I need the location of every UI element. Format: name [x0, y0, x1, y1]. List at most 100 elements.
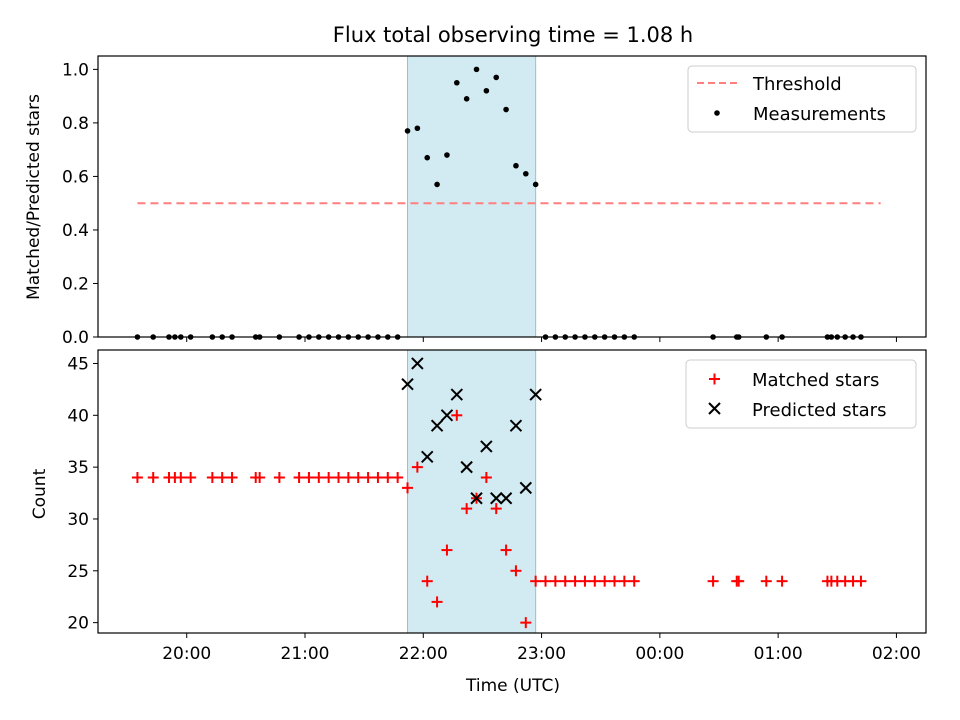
matched-point: [293, 472, 305, 484]
x-tick-label: 20:00: [162, 644, 211, 664]
measurement-point: [424, 154, 431, 161]
bottom-legend: Matched stars Predicted stars: [685, 359, 917, 429]
top-y-axis-label: Matched/Predicted stars: [24, 94, 44, 300]
matched-point: [451, 409, 463, 421]
matched-point: [131, 472, 143, 484]
y-tick-label: 0.4: [62, 221, 89, 241]
chart-title: Flux total observing time = 1.08 h: [333, 23, 693, 47]
matched-point: [559, 575, 571, 587]
matched-point: [421, 575, 433, 587]
matched-point: [372, 472, 384, 484]
measurement-point: [503, 106, 509, 113]
matched-point: [206, 472, 218, 484]
legend-matched-swatch: [709, 373, 720, 385]
matched-point: [480, 472, 492, 484]
legend-measurements-swatch: [714, 110, 720, 116]
measurement-point: [414, 125, 421, 132]
matched-point: [569, 575, 581, 587]
y-tick-label: 0.0: [62, 328, 89, 348]
predicted-point: [480, 440, 493, 453]
measurement-point: [473, 66, 480, 73]
predicted-point: [509, 419, 523, 432]
legend-threshold-label: Threshold: [752, 74, 842, 95]
matched-point: [589, 575, 601, 587]
measurement-point: [493, 74, 500, 81]
top-legend: Threshold Measurements: [687, 65, 917, 133]
ratio-panel: Flux total observing time = 1.08 h Match…: [24, 23, 927, 348]
predicted-point-b: [499, 492, 513, 505]
top-legend-box: [687, 65, 917, 133]
measurement-point: [444, 152, 450, 158]
matched-point: [549, 575, 561, 587]
y-tick-label: 45: [67, 354, 89, 374]
matched-point: [599, 575, 611, 587]
predicted-point: [519, 481, 533, 495]
predicted-point-b: [460, 460, 473, 474]
matched-point: [392, 472, 404, 484]
x-tick-label: 21:00: [281, 644, 330, 664]
predicted-point-b: [480, 440, 493, 453]
bottom-y-axis-label: Count: [30, 468, 50, 519]
legend-predicted-swatch: [708, 402, 721, 415]
legend-matched-label: Matched stars: [752, 370, 879, 391]
matched-point: [147, 472, 159, 484]
matched-point: [618, 575, 630, 587]
predicted-point: [411, 357, 424, 370]
y-tick-label: 1.0: [62, 60, 89, 80]
matched-point: [776, 575, 788, 587]
measurement-point: [532, 181, 539, 188]
predicted-point-b: [529, 388, 542, 401]
y-tick-label: 20: [67, 614, 89, 634]
matched-point: [352, 472, 364, 484]
matched-point: [760, 575, 772, 587]
matched-point: [333, 472, 345, 484]
predicted-point-b: [470, 492, 483, 505]
predicted-point-b: [411, 357, 424, 370]
measurement-point: [483, 87, 490, 94]
predicted-point-b: [509, 419, 523, 432]
matched-point: [707, 575, 719, 587]
predicted-point-b: [490, 492, 503, 505]
x-tick-label: 02:00: [872, 644, 921, 664]
y-tick-label: 0.8: [62, 114, 89, 134]
matched-point: [313, 472, 325, 484]
matched-point: [254, 472, 266, 484]
matched-point: [461, 503, 473, 515]
y-tick-label: 25: [67, 562, 89, 582]
x-tick-label: 00:00: [635, 644, 684, 664]
x-tick-label: 23:00: [517, 644, 566, 664]
matched-point: [342, 472, 354, 484]
matched-point: [216, 472, 228, 484]
matched-point: [303, 472, 315, 484]
top-plot-area: 0.0 0.2 0.4 0.6 0.8 1.0: [62, 55, 927, 348]
y-tick-label: 35: [67, 458, 89, 478]
matched-point: [175, 472, 187, 484]
measurement-point: [434, 181, 440, 188]
highlight-span: [407, 349, 537, 634]
matched-point: [628, 575, 640, 587]
matched-point: [530, 575, 542, 587]
predicted-point-b: [450, 388, 464, 401]
matched-point: [490, 503, 502, 515]
predicted-point: [470, 492, 483, 505]
matched-point: [733, 575, 745, 587]
matched-point: [500, 544, 512, 556]
matched-point: [362, 472, 374, 484]
bottom-plot-area: 20 25 30 35 40 45 20:00 21:00 22:00 23:00 00:00 01:…: [67, 349, 927, 664]
y-tick-label: 40: [67, 406, 89, 426]
matched-point: [540, 575, 552, 587]
axes-frame: [97, 55, 927, 338]
matched-point: [855, 575, 867, 587]
matched-point: [273, 472, 285, 484]
legend-predicted-label: Predicted stars: [752, 400, 886, 421]
y-tick-label: 0.6: [62, 167, 89, 187]
measurement-point: [523, 170, 529, 177]
predicted-point: [430, 419, 444, 432]
predicted-point-b: [519, 481, 533, 495]
matched-point: [510, 565, 522, 577]
predicted-point: [490, 492, 503, 505]
predicted-point: [460, 460, 473, 474]
x-tick-label: 01:00: [754, 644, 803, 664]
axes-frame: [97, 349, 927, 634]
